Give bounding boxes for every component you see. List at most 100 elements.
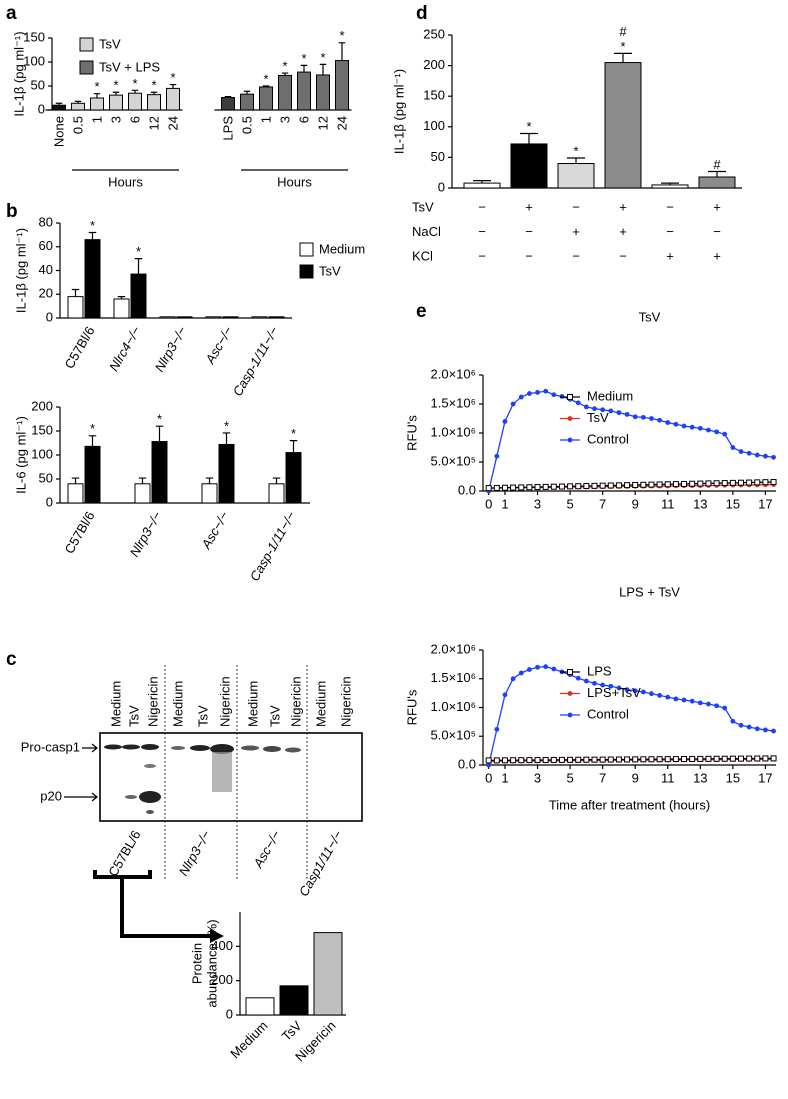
marker (624, 687, 630, 693)
arrow-head (210, 929, 224, 943)
marker (543, 664, 549, 670)
marker (608, 408, 614, 414)
marker (754, 479, 761, 486)
marker (494, 726, 500, 732)
x-tick-label: Medium (227, 1018, 270, 1061)
genotype-label: Asc−/− (250, 827, 284, 871)
significance-mark: * (320, 50, 325, 65)
error-bar (661, 182, 679, 185)
y-tick-label: 200 (211, 972, 233, 987)
error-bar (155, 425, 164, 442)
legend-label: Control (587, 431, 629, 446)
lane-label: Medium (170, 681, 185, 727)
significance-mark: * (282, 58, 287, 73)
marker (697, 755, 704, 762)
marker (697, 700, 703, 706)
marker (763, 727, 768, 733)
x-tick-label: 3 (534, 496, 541, 511)
marker (526, 484, 533, 491)
marker (542, 756, 549, 763)
y-tick-label: 150 (423, 88, 445, 103)
marker (656, 756, 663, 763)
bar (335, 60, 349, 111)
band (285, 747, 301, 753)
x-tick-label: 24 (334, 116, 349, 130)
y-tick-label: 0 (38, 101, 45, 116)
lane-label: Medium (313, 681, 328, 727)
y-tick-label: 150 (31, 422, 53, 437)
x-tick-label: Casp-1/11−/− (230, 323, 282, 398)
marker (615, 482, 622, 489)
marker (526, 667, 532, 672)
condition-sign: − (666, 199, 674, 214)
error-bar (708, 170, 726, 177)
bar (316, 74, 330, 111)
error-bar (222, 432, 231, 445)
legend-marker (567, 712, 573, 718)
marker (714, 703, 719, 709)
bar (71, 102, 85, 111)
y-tick-label: 0 (226, 1006, 233, 1021)
bar (147, 94, 161, 111)
condition-sign: − (572, 248, 580, 263)
marker (624, 482, 631, 489)
legend-label: Medium (587, 388, 633, 403)
bar (278, 74, 292, 111)
bar (279, 985, 309, 1016)
x-tick-label: 13 (693, 496, 707, 511)
x-tick-label: 15 (726, 496, 740, 511)
x-tick-label: 7 (599, 770, 606, 785)
marker (542, 483, 549, 490)
legend-swatch (79, 37, 94, 52)
marker (738, 449, 744, 454)
bar (134, 483, 151, 504)
condition-name: NaCl (412, 224, 441, 239)
band (263, 746, 281, 752)
x-tick-label: 12 (146, 116, 161, 130)
y-tick-label: 5.0×10⁵ (430, 728, 476, 743)
panel-letter: a (6, 3, 17, 24)
error-bar (131, 89, 139, 94)
bar (109, 94, 123, 111)
band (139, 791, 161, 803)
marker (526, 391, 532, 396)
marker (493, 757, 500, 764)
error-bar (71, 477, 80, 484)
x-tick-label: 3 (277, 116, 292, 123)
marker (681, 423, 687, 429)
error-bar (169, 83, 177, 89)
bar (251, 316, 268, 319)
panel-letter: d (416, 3, 428, 24)
marker (583, 404, 589, 410)
marker (493, 484, 500, 491)
marker (608, 683, 614, 689)
y-tick-label: 5.0×10⁵ (430, 453, 476, 468)
bar (84, 445, 101, 504)
condition-sign: − (478, 199, 486, 214)
marker (501, 484, 508, 491)
bar (651, 184, 689, 189)
legend-marker (567, 669, 573, 675)
marker (722, 431, 728, 437)
lane-label: TsV (126, 705, 141, 727)
panel-letter: c (6, 649, 17, 670)
significance-mark: * (339, 28, 344, 43)
group-label: Hours (277, 174, 312, 189)
marker (607, 482, 614, 489)
marker (558, 756, 565, 763)
bar (67, 483, 84, 504)
bar (113, 298, 130, 319)
marker (518, 484, 525, 491)
bar (205, 316, 222, 319)
y-tick-label: 100 (423, 118, 445, 133)
x-tick-label: 24 (165, 116, 180, 130)
marker (551, 392, 557, 398)
condition-sign: + (713, 199, 721, 214)
bar (463, 182, 501, 189)
legend-label: TsV + LPS (99, 59, 160, 74)
marker (730, 445, 736, 450)
condition-sign: + (619, 224, 627, 239)
condition-sign: + (713, 248, 721, 263)
marker (721, 480, 728, 487)
y-axis-label: abundance (%) (204, 919, 219, 1007)
